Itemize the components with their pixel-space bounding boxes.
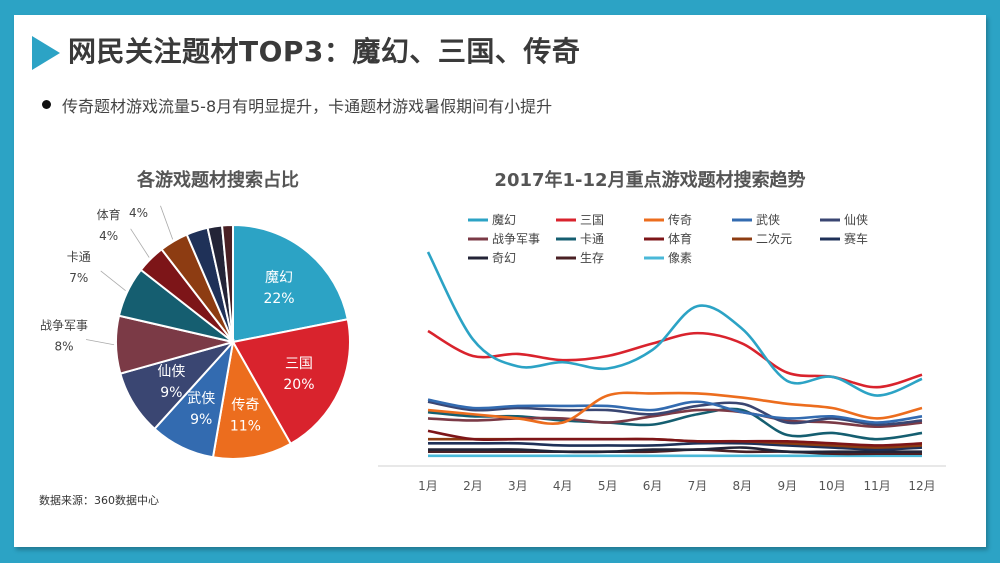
x-tick-label: 4月 [553,479,573,493]
page-title: 网民关注题材TOP3：魔幻、三国、传奇 [68,35,581,68]
series-line [428,441,923,451]
bullet-text: 传奇题材游戏流量5-8月有明显提升，卡通题材游戏暑假期间有小提升 [62,97,553,116]
series-line [426,251,923,397]
pie-slice-percent: 9% [190,412,212,428]
pie-slice-label: 传奇 [231,396,259,413]
x-tick-label: 8月 [733,479,753,493]
pie-slice-label: 魔幻 [265,270,293,286]
legend-label: 魔幻 [492,212,516,227]
pie-slice-label: 战争军事 [40,319,88,333]
pie-chart: 魔幻22%三国20%传奇11%武侠9%仙侠9%战争军事8%卡通7%体育4%二次元… [40,205,351,460]
pie-slice [232,223,349,344]
legend-label: 仙侠 [844,213,868,227]
legend-label: 赛车 [844,231,868,246]
pie-slice-percent: 22% [263,291,294,307]
pie-slice-label: 三国 [285,356,313,372]
title-triangle-icon [32,36,60,70]
pie-slice-percent: 4% [99,229,118,243]
series-line [427,446,922,454]
pie-slice-percent: 7% [69,271,88,285]
line-chart-title: 2017年1-12月重点游戏题材搜索趋势 [494,170,806,191]
pie-slice [220,223,234,343]
legend-label: 传奇 [668,212,692,227]
x-tick-label: 10月 [819,479,846,493]
legend-label: 奇幻 [492,251,516,265]
pie-slice-label: 卡通 [67,250,91,264]
x-tick-label: 5月 [598,479,618,493]
series-line [427,429,923,447]
pie-slice-percent: 4% [129,206,148,220]
legend-label: 像素 [668,251,692,265]
x-tick-label: 11月 [863,479,890,493]
series-line [427,391,923,426]
pie-leader-line [160,205,174,240]
pie-slice [211,339,293,460]
legend-label: 三国 [580,213,604,227]
x-tick-label: 3月 [508,479,528,493]
pie-chart-title: 各游戏题材搜索占比 [137,170,299,191]
legend-label: 体育 [668,231,692,246]
x-tick-label: 1月 [418,479,438,493]
pie-slice-label: 仙侠 [157,364,185,380]
x-tick-label: 6月 [643,479,663,493]
pie-slice-percent: 11% [230,418,261,434]
pie-slice-percent: 8% [55,340,74,354]
bullet-dot-icon [42,100,51,109]
legend-label: 卡通 [580,232,604,246]
pie-slice-label: 武侠 [187,391,215,407]
series-line [427,329,923,389]
pie-slice-percent: 20% [283,377,314,393]
legend-label: 战争军事 [492,232,540,246]
series-line [427,400,923,426]
data-source-note: 数据来源：360数据中心 [39,494,159,507]
x-tick-label: 7月 [688,479,708,493]
pie-slice-label: 体育 [97,207,121,222]
pie-slice [231,318,351,446]
series-line [427,407,923,441]
pie-slice-percent: 9% [160,385,182,401]
x-tick-label: 12月 [908,479,935,493]
legend-label: 生存 [580,251,604,265]
legend-label: 二次元 [756,232,792,246]
series-line [427,398,923,424]
x-tick-label: 9月 [777,479,797,493]
legend-label: 武侠 [756,213,780,227]
x-tick-label: 2月 [463,479,483,493]
pie-leader-line [85,339,115,346]
pie-leader-line [130,228,150,258]
pie-leader-line [100,270,126,292]
